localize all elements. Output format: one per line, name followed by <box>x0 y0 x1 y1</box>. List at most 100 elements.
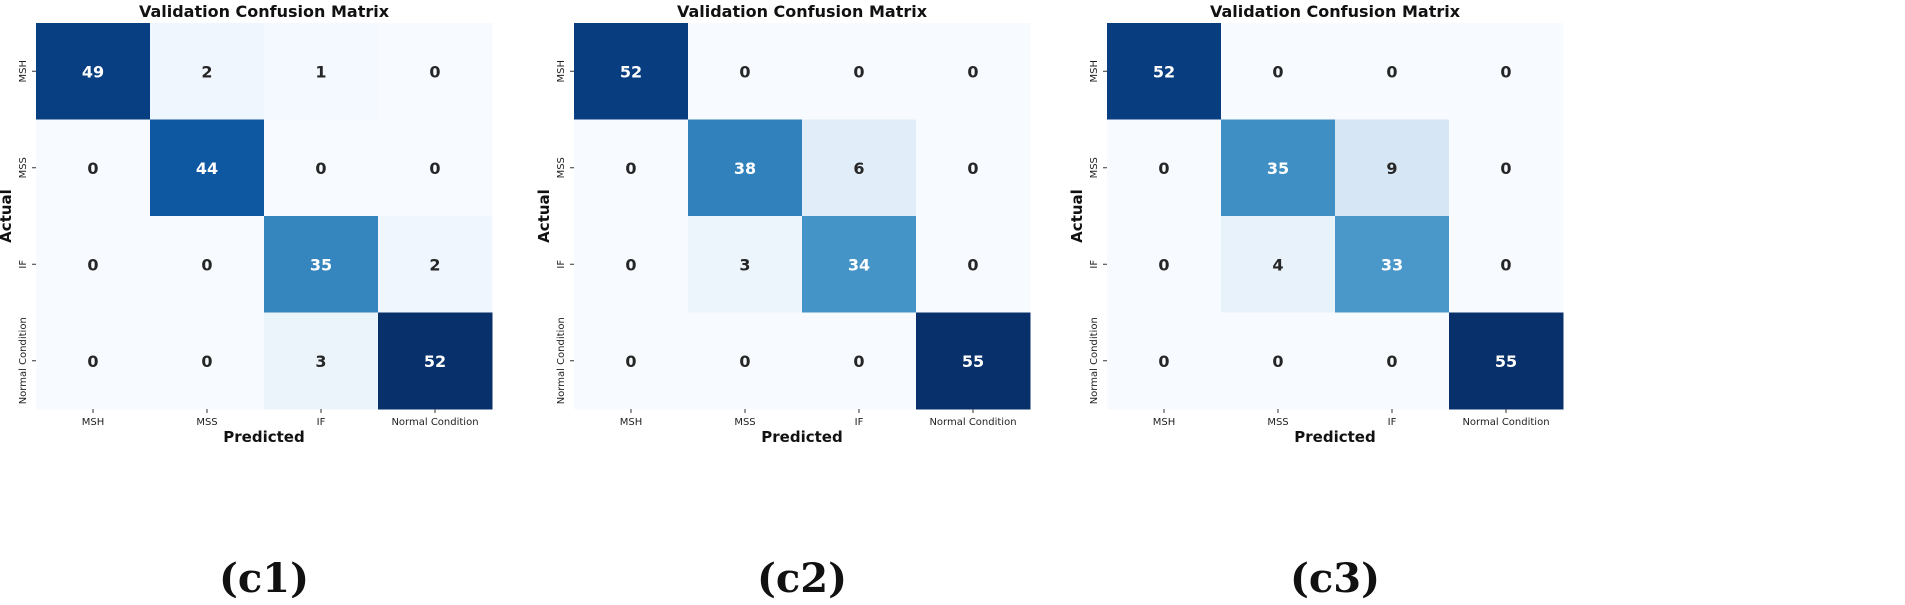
panel-caption: (c1) <box>219 555 309 602</box>
heatmap-cell <box>1107 119 1222 217</box>
heatmap-cell <box>1335 312 1450 410</box>
heatmap-cell <box>574 312 689 410</box>
heatmap-cell <box>802 119 917 217</box>
cell-value-label: 44 <box>196 159 218 178</box>
cell-value-label: 0 <box>87 159 98 178</box>
heatmap-cell <box>916 23 1031 120</box>
x-tick-label: MSS <box>734 417 755 428</box>
heatmap-cell <box>264 23 379 120</box>
y-tick-label: MSH <box>18 60 29 83</box>
heatmap-cell <box>916 312 1031 410</box>
cell-value-label: 0 <box>739 62 750 81</box>
cell-value-label: 3 <box>739 255 750 274</box>
cell-value-label: 0 <box>853 62 864 81</box>
cell-value-label: 0 <box>1386 62 1397 81</box>
cell-value-label: 0 <box>625 255 636 274</box>
heatmap-cell <box>378 312 493 410</box>
heatmap-cell <box>150 216 265 313</box>
heatmap-cell <box>916 216 1031 313</box>
x-axis-label: Predicted <box>761 428 842 446</box>
heatmap-cell <box>36 23 151 120</box>
heatmap-cell <box>1449 216 1564 313</box>
chart-title: Validation Confusion Matrix <box>139 2 390 21</box>
heatmap-cell <box>264 119 379 217</box>
heatmap-cell <box>1449 312 1564 410</box>
heatmap-cell <box>1335 216 1450 313</box>
heatmap-cell <box>150 119 265 217</box>
cell-value-label: 2 <box>201 62 212 81</box>
cell-value-label: 6 <box>853 159 864 178</box>
cell-value-label: 0 <box>1500 159 1511 178</box>
x-tick-label: IF <box>1388 417 1397 428</box>
cell-value-label: 0 <box>967 255 978 274</box>
cell-value-label: 0 <box>429 62 440 81</box>
x-tick-label: MSS <box>1267 417 1288 428</box>
y-tick-label: Normal Condition <box>18 317 29 404</box>
x-tick-label: MSH <box>620 417 643 428</box>
heatmap-cell <box>1221 23 1336 120</box>
y-axis-label: Actual <box>1068 189 1086 243</box>
heatmap-cell <box>1449 23 1564 120</box>
cell-value-label: 0 <box>87 255 98 274</box>
cell-value-label: 2 <box>429 255 440 274</box>
cell-value-label: 0 <box>429 159 440 178</box>
heatmap-cell <box>574 119 689 217</box>
heatmap-cell <box>36 119 151 217</box>
heatmap-cell <box>150 23 265 120</box>
heatmap-cell <box>1107 216 1222 313</box>
cell-value-label: 0 <box>967 62 978 81</box>
cell-value-label: 0 <box>1386 352 1397 371</box>
cell-value-label: 0 <box>967 159 978 178</box>
panel-caption: (c2) <box>757 555 847 602</box>
y-tick-label: Normal Condition <box>1089 317 1100 404</box>
x-tick-label: Normal Condition <box>391 417 478 428</box>
heatmap-cell <box>150 312 265 410</box>
cell-value-label: 0 <box>1500 255 1511 274</box>
confusion-matrix-panel-3: Validation Confusion Matrix 52 0 0 0 0 35 9 0 0 4 3… <box>1068 2 1564 602</box>
cell-value-label: 35 <box>1267 159 1289 178</box>
heatmap-cell <box>688 119 803 217</box>
heatmap-cell <box>802 312 917 410</box>
heatmap-cell <box>916 119 1031 217</box>
chart-title: Validation Confusion Matrix <box>1210 2 1461 21</box>
cell-value-label: 1 <box>315 62 326 81</box>
x-tick-label: IF <box>855 417 864 428</box>
heatmap-cell <box>1221 312 1336 410</box>
heatmap-cell <box>264 312 379 410</box>
cell-value-label: 52 <box>424 352 446 371</box>
heatmap-cell <box>688 23 803 120</box>
y-tick-label: MSS <box>1089 157 1100 178</box>
cell-value-label: 55 <box>962 352 984 371</box>
cell-value-label: 33 <box>1381 255 1403 274</box>
cell-value-label: 0 <box>201 352 212 371</box>
heatmap-cell <box>36 216 151 313</box>
confusion-matrix-panel-1: Validation Confusion Matrix 49 2 1 0 0 44 0 0 0 0 3… <box>0 2 493 602</box>
cell-value-label: 55 <box>1495 352 1517 371</box>
x-tick-label: Normal Condition <box>1462 417 1549 428</box>
heatmap-cell <box>1107 23 1222 120</box>
cell-value-label: 0 <box>1158 159 1169 178</box>
x-tick-label: IF <box>317 417 326 428</box>
cell-value-label: 0 <box>739 352 750 371</box>
cell-value-label: 0 <box>201 255 212 274</box>
x-axis-label: Predicted <box>1294 428 1375 446</box>
cell-value-label: 35 <box>310 255 332 274</box>
heatmap-cell <box>1221 119 1336 217</box>
panel-caption: (c3) <box>1290 555 1380 602</box>
cell-value-label: 0 <box>853 352 864 371</box>
heatmap-cell <box>378 119 493 217</box>
y-tick-label: IF <box>1089 260 1100 269</box>
cell-value-label: 0 <box>1158 255 1169 274</box>
x-axis-label: Predicted <box>223 428 304 446</box>
cell-value-label: 9 <box>1386 159 1397 178</box>
y-tick-label: MSH <box>1089 60 1100 83</box>
y-tick-label: MSS <box>556 157 567 178</box>
heatmap-cell <box>802 23 917 120</box>
cell-value-label: 0 <box>1272 62 1283 81</box>
heatmap-cell <box>688 312 803 410</box>
y-axis-label: Actual <box>0 189 15 243</box>
heatmap-cell <box>1107 312 1222 410</box>
cell-value-label: 0 <box>1272 352 1283 371</box>
cell-value-label: 0 <box>87 352 98 371</box>
